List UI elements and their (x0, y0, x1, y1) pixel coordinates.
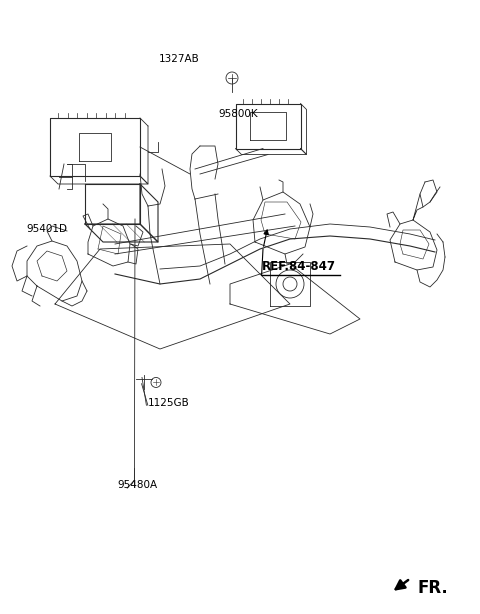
Text: 95480A: 95480A (118, 480, 158, 490)
Text: 95800K: 95800K (218, 109, 258, 119)
Text: REF.84-847: REF.84-847 (262, 260, 336, 273)
Text: 95401D: 95401D (26, 224, 67, 234)
Text: FR.: FR. (418, 579, 448, 597)
Text: 1327AB: 1327AB (158, 54, 199, 64)
Text: 1125GB: 1125GB (148, 398, 190, 408)
